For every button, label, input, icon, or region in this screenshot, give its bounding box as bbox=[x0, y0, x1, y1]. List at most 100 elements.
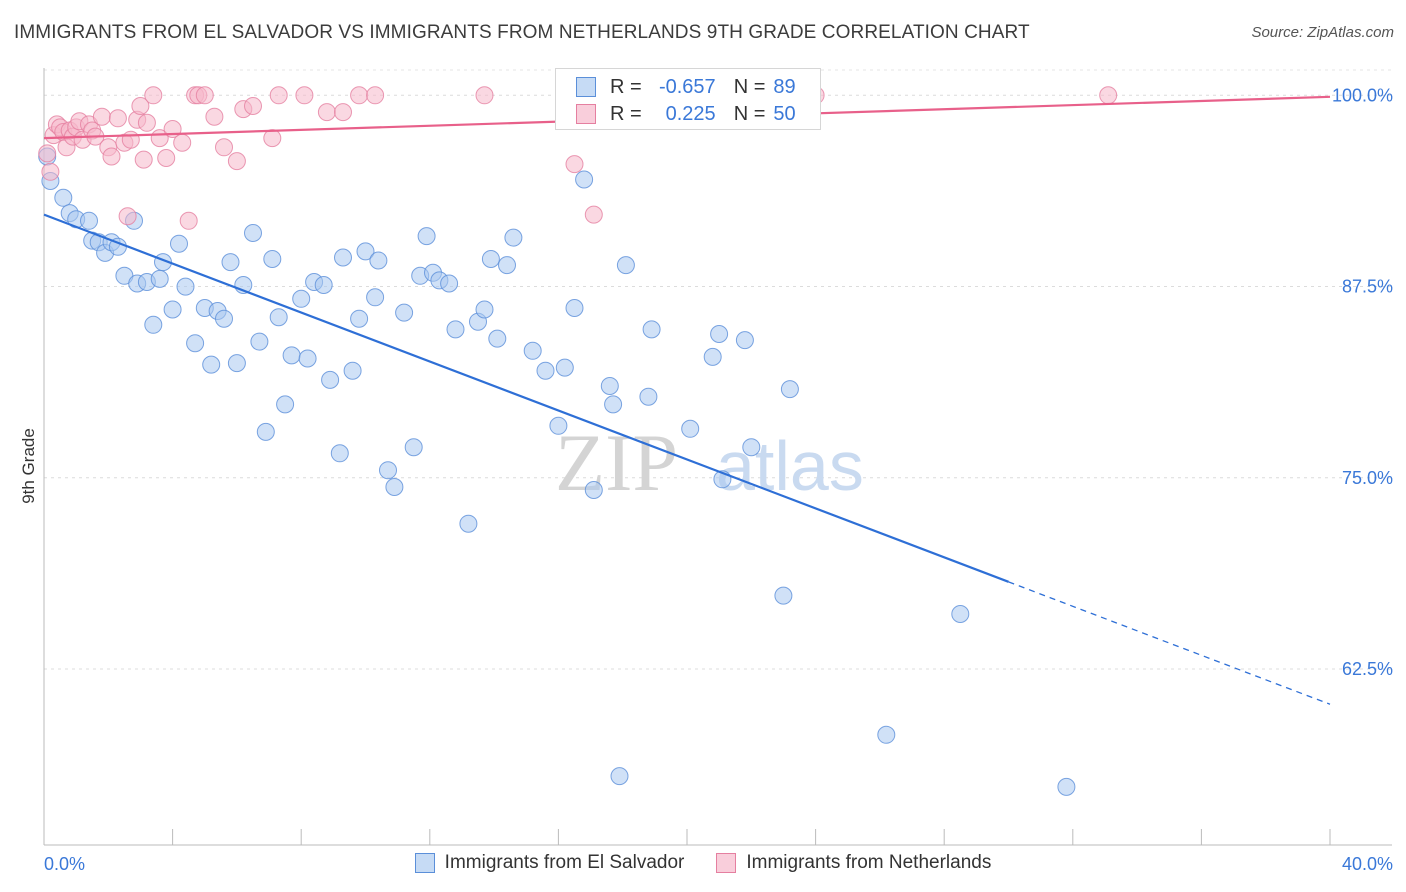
data-point bbox=[498, 256, 516, 275]
y-tick-label: 62.5% bbox=[1342, 659, 1393, 679]
data-point bbox=[176, 277, 195, 296]
trend-lines bbox=[43, 95, 1331, 705]
data-point bbox=[742, 438, 761, 457]
x-tick-label-min: 0.0% bbox=[44, 854, 85, 874]
r-label: R = bbox=[610, 102, 642, 125]
watermark-atlas: atlas bbox=[716, 427, 864, 505]
data-point bbox=[565, 155, 584, 174]
stats-row-netherlands: R = 0.225 N = 50 bbox=[576, 100, 796, 128]
data-point bbox=[144, 315, 163, 334]
data-point bbox=[555, 358, 574, 377]
data-point bbox=[202, 355, 221, 374]
data-points bbox=[38, 86, 1118, 796]
el-salvador-swatch bbox=[576, 77, 596, 97]
data-point bbox=[395, 303, 414, 322]
data-point bbox=[780, 380, 799, 399]
legend-label-el-salvador: Immigrants from El Salvador bbox=[444, 852, 685, 873]
data-point bbox=[269, 86, 288, 105]
data-point bbox=[703, 347, 722, 366]
y-tick-label: 87.5% bbox=[1342, 277, 1393, 297]
data-point bbox=[80, 211, 98, 230]
data-point bbox=[575, 170, 594, 189]
n-label: N = bbox=[733, 102, 766, 125]
data-point bbox=[735, 331, 754, 350]
y-tick-label: 100.0% bbox=[1332, 85, 1393, 105]
data-point bbox=[102, 147, 121, 166]
data-point bbox=[616, 256, 635, 275]
trend-line-extension bbox=[1008, 581, 1331, 705]
data-point bbox=[298, 349, 317, 368]
axis-labels: 100.0% 87.5% 75.0% 62.5% 0.0% 40.0% bbox=[44, 85, 1393, 874]
legend-label-netherlands: Immigrants from Netherlands bbox=[746, 852, 992, 873]
data-point bbox=[137, 113, 156, 132]
data-point bbox=[481, 250, 500, 268]
legend-item-netherlands[interactable]: Immigrants from Netherlands bbox=[716, 852, 991, 874]
data-point bbox=[404, 438, 423, 457]
data-point bbox=[227, 354, 246, 373]
legend-swatch-netherlands bbox=[716, 853, 737, 873]
trend-line-el-salvador bbox=[43, 213, 1009, 583]
data-point bbox=[221, 253, 240, 272]
data-point bbox=[774, 586, 793, 605]
data-point bbox=[314, 276, 333, 294]
data-point bbox=[366, 288, 385, 307]
data-point bbox=[356, 242, 375, 261]
data-point bbox=[244, 224, 262, 242]
data-point bbox=[523, 341, 542, 360]
data-point bbox=[379, 461, 397, 480]
data-point bbox=[1099, 86, 1118, 105]
data-point bbox=[600, 377, 619, 395]
y-axis-label: 9th Grade bbox=[19, 428, 38, 504]
data-point bbox=[173, 133, 192, 152]
data-point bbox=[475, 300, 494, 319]
data-point bbox=[205, 107, 224, 126]
data-point bbox=[295, 86, 314, 105]
data-point bbox=[179, 211, 198, 230]
data-point bbox=[263, 250, 282, 268]
data-point bbox=[446, 320, 465, 339]
data-point bbox=[350, 309, 369, 328]
stats-legend: R = -0.657 N = 89 R = 0.225 N = 50 bbox=[555, 68, 821, 130]
data-point bbox=[121, 130, 140, 149]
data-point bbox=[92, 107, 111, 126]
data-point bbox=[134, 150, 153, 169]
data-point bbox=[334, 248, 352, 267]
x-tick-label-max: 40.0% bbox=[1342, 854, 1393, 874]
legend-swatch-el-salvador bbox=[414, 853, 435, 873]
data-point bbox=[250, 332, 269, 351]
data-point bbox=[150, 269, 169, 288]
data-point bbox=[951, 605, 970, 623]
watermark-zip: ZIP bbox=[555, 417, 678, 508]
r-label: R = bbox=[610, 75, 642, 98]
data-point bbox=[282, 346, 301, 365]
data-point bbox=[54, 188, 73, 207]
data-point bbox=[41, 162, 60, 181]
data-point bbox=[343, 361, 362, 380]
stats-row-el-salvador: R = -0.657 N = 89 bbox=[576, 73, 796, 101]
data-point bbox=[330, 444, 349, 463]
data-point bbox=[292, 289, 311, 308]
data-point bbox=[170, 234, 188, 253]
data-point bbox=[610, 767, 629, 786]
legend-item-el-salvador[interactable]: Immigrants from El Salvador bbox=[414, 852, 685, 874]
series-legend: Immigrants from El Salvador Immigrants f… bbox=[0, 852, 1406, 874]
data-point bbox=[536, 361, 555, 380]
data-point bbox=[227, 152, 246, 171]
r-value-el-salvador: -0.657 bbox=[658, 75, 716, 98]
data-point bbox=[475, 86, 494, 105]
data-point bbox=[488, 329, 507, 348]
series-el-salvador bbox=[38, 147, 1076, 796]
data-point bbox=[215, 309, 233, 328]
data-point bbox=[350, 86, 369, 105]
data-point bbox=[157, 149, 176, 167]
data-point bbox=[604, 395, 623, 414]
data-point bbox=[417, 227, 436, 246]
data-point bbox=[549, 416, 568, 435]
data-point bbox=[334, 103, 352, 122]
data-point bbox=[118, 207, 137, 226]
data-point bbox=[263, 129, 282, 148]
data-point bbox=[108, 109, 127, 128]
data-point bbox=[459, 514, 478, 533]
watermark: ZIP atlas bbox=[555, 417, 864, 508]
data-point bbox=[321, 370, 340, 389]
